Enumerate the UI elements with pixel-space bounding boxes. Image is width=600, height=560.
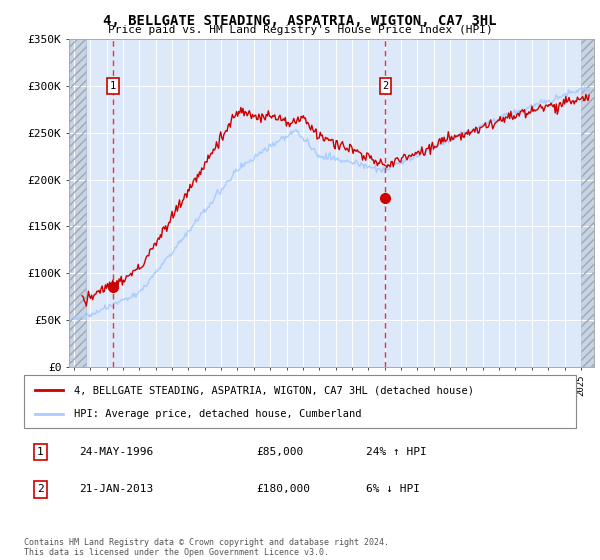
Bar [69,39,86,367]
Text: HPI: Average price, detached house, Cumberland: HPI: Average price, detached house, Cumb… [74,408,361,418]
Text: 6% ↓ HPI: 6% ↓ HPI [366,484,420,494]
Text: 4, BELLGATE STEADING, ASPATRIA, WIGTON, CA7 3HL (detached house): 4, BELLGATE STEADING, ASPATRIA, WIGTON, … [74,385,473,395]
FancyBboxPatch shape [24,375,576,428]
Bar [69,39,86,367]
Text: 2: 2 [37,484,44,494]
Text: 24% ↑ HPI: 24% ↑ HPI [366,447,427,457]
Bar [581,39,594,367]
Text: £180,000: £180,000 [256,484,310,494]
Text: 21-JAN-2013: 21-JAN-2013 [79,484,154,494]
Text: 4, BELLGATE STEADING, ASPATRIA, WIGTON, CA7 3HL: 4, BELLGATE STEADING, ASPATRIA, WIGTON, … [103,14,497,28]
Text: £85,000: £85,000 [256,447,303,457]
Bar [581,39,594,367]
Text: Price paid vs. HM Land Registry's House Price Index (HPI): Price paid vs. HM Land Registry's House … [107,25,493,35]
Text: 1: 1 [110,81,116,91]
Text: 2: 2 [382,81,389,91]
Text: 24-MAY-1996: 24-MAY-1996 [79,447,154,457]
Text: 1: 1 [37,447,44,457]
Text: Contains HM Land Registry data © Crown copyright and database right 2024.
This d: Contains HM Land Registry data © Crown c… [24,538,389,557]
